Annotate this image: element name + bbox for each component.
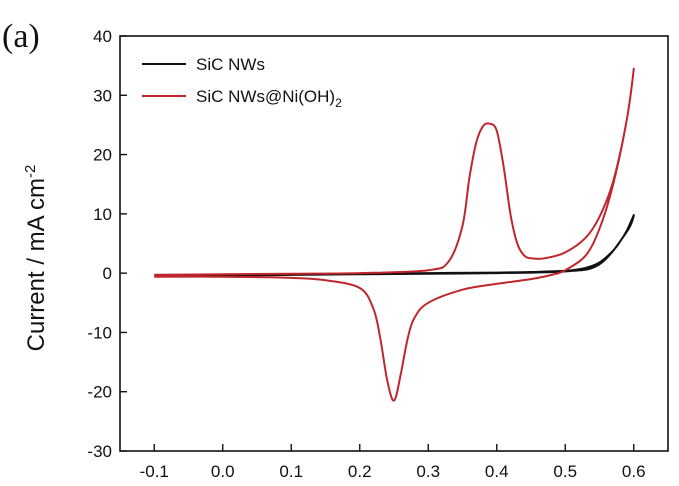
legend-label-sic-nws: SiC NWs — [196, 55, 265, 74]
x-tick-label: 0.5 — [553, 462, 577, 481]
y-axis: -30 -20 -10 0 10 20 30 40 — [87, 27, 127, 461]
y-tick-label: 0 — [103, 264, 112, 283]
series-line-1 — [154, 67, 635, 402]
x-tick-label: 0.3 — [416, 462, 440, 481]
legend: SiC NWs SiC NWs@Ni(OH)2 — [142, 55, 342, 110]
plot-area: -0.1 0.0 0.1 0.2 0.3 0.4 0.5 0.6 -30 -20 -10 0 10 20… — [87, 27, 669, 481]
y-tick-label: 10 — [93, 205, 112, 224]
series-line-0 — [154, 213, 635, 277]
y-tick-label: -30 — [87, 442, 112, 461]
x-tick-label: 0.4 — [485, 462, 509, 481]
x-tick-label: 0.1 — [279, 462, 303, 481]
x-axis: -0.1 0.0 0.1 0.2 0.3 0.4 0.5 0.6 — [140, 444, 646, 481]
legend-label-sic-nws-nioh2: SiC NWs@Ni(OH)2 — [196, 87, 342, 110]
y-tick-label: 30 — [93, 86, 112, 105]
x-tick-label: 0.6 — [622, 462, 646, 481]
y-tick-label: -20 — [87, 383, 112, 402]
data-curves — [154, 67, 635, 402]
y-tick-label: 20 — [93, 146, 112, 165]
x-tick-label: 0.2 — [348, 462, 372, 481]
x-tick-label: -0.1 — [140, 462, 169, 481]
y-tick-label: -10 — [87, 323, 112, 342]
axes-frame — [119, 35, 669, 452]
panel-label: (a) — [2, 18, 40, 55]
y-axis-label: Current / mA cm-2 — [22, 165, 50, 352]
y-tick-label: 40 — [93, 27, 112, 46]
x-tick-label: 0.0 — [211, 462, 235, 481]
